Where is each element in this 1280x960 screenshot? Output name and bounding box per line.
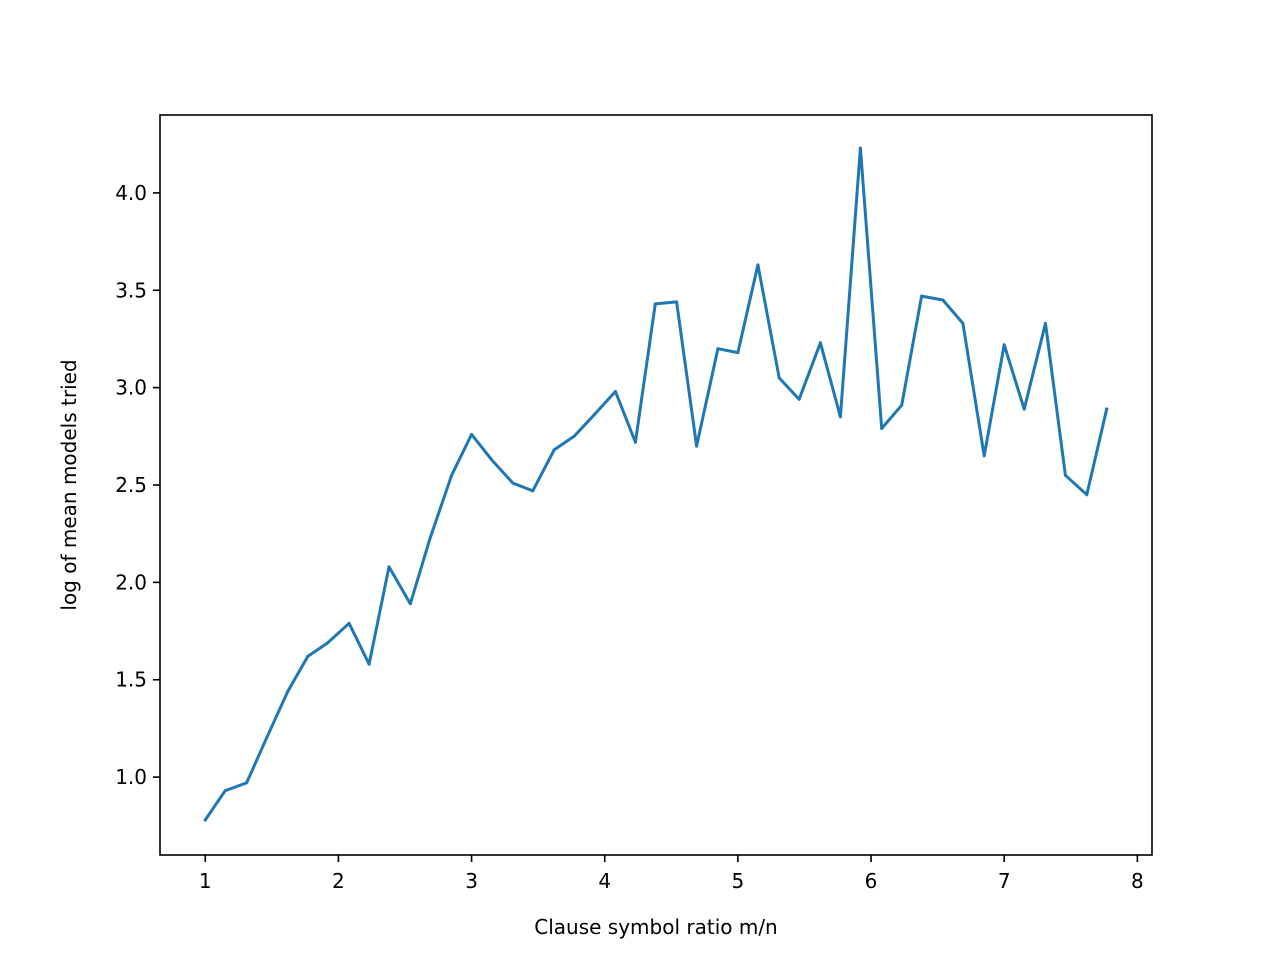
y-tick-label: 2.0 (115, 570, 147, 594)
data-point (880, 427, 884, 430)
x-tick-label: 6 (865, 869, 878, 893)
data-point (306, 654, 310, 658)
data-point (695, 444, 699, 448)
x-axis-label: Clause symbol ratio m/n (534, 915, 778, 939)
data-point (286, 689, 290, 693)
data-point (408, 602, 412, 606)
data-point (675, 300, 679, 304)
data-point (736, 351, 740, 355)
data-point (900, 403, 904, 407)
x-tick-label: 7 (998, 869, 1011, 893)
data-point (777, 376, 781, 380)
data-point (1085, 493, 1089, 497)
y-tick-label: 2.5 (115, 473, 147, 497)
data-point (367, 662, 371, 666)
data-point (1002, 343, 1006, 347)
axes-frame (159, 114, 1153, 856)
data-point (941, 298, 945, 302)
data-point (245, 781, 249, 785)
y-tick-label: 3.5 (115, 278, 147, 302)
data-point (982, 454, 986, 458)
y-tick-label: 1.0 (115, 765, 147, 789)
data-point (592, 413, 596, 417)
x-tick-label: 4 (598, 869, 611, 893)
data-point (428, 536, 432, 540)
x-tick-label: 1 (199, 869, 212, 893)
y-axis: 1.0 1.5 2.0 2.5 3.0 3.5 4.0 (115, 181, 160, 789)
data-point (572, 434, 576, 438)
data-point (326, 641, 330, 645)
data-point (961, 321, 965, 325)
data-point (920, 294, 924, 298)
data-point (552, 448, 556, 452)
data-point (511, 481, 515, 485)
x-tick-label: 3 (465, 869, 478, 893)
data-point (223, 789, 227, 793)
data-point (818, 341, 822, 345)
data-point (387, 565, 391, 569)
data-point (797, 397, 801, 401)
x-tick-label: 2 (332, 869, 345, 893)
data-point (653, 302, 657, 306)
data-point (633, 440, 637, 444)
data-point (716, 347, 720, 351)
x-tick-label: 5 (732, 869, 745, 893)
x-tick-label: 8 (1131, 869, 1144, 893)
y-tick-label: 3.0 (115, 376, 147, 400)
data-point (265, 736, 268, 740)
data-point (1044, 321, 1047, 325)
data-point (450, 473, 454, 477)
data-point (756, 263, 760, 267)
data-point (470, 432, 474, 436)
data-point (858, 146, 862, 150)
y-tick-label: 4.0 (115, 181, 147, 205)
data-point (838, 415, 842, 419)
data-point (531, 489, 535, 493)
data-point (1022, 407, 1026, 411)
data-point (490, 458, 494, 462)
data-point (613, 390, 617, 393)
y-tick-label: 1.5 (115, 668, 147, 692)
series-layer (203, 146, 1109, 822)
data-point (347, 621, 351, 625)
data-point (203, 818, 207, 822)
data-point (1105, 407, 1109, 411)
y-axis-label: log of mean models tried (57, 359, 81, 610)
data-point (1063, 473, 1067, 477)
x-axis: 1 2 3 4 5 6 7 8 (199, 855, 1144, 893)
